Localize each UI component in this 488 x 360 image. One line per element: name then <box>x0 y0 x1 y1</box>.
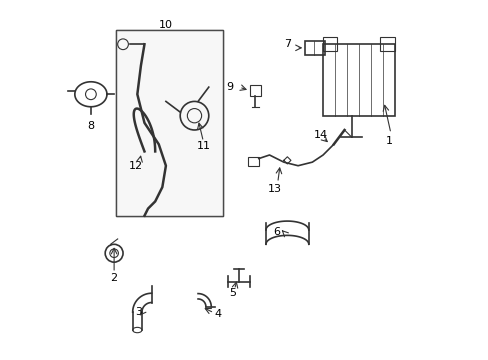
Text: 12: 12 <box>128 161 142 171</box>
Text: 13: 13 <box>267 184 281 194</box>
Bar <box>305 41 324 55</box>
Bar <box>116 30 223 216</box>
Text: 1: 1 <box>385 136 392 146</box>
Bar <box>249 85 260 96</box>
Bar <box>323 37 337 51</box>
Text: 14: 14 <box>314 130 328 140</box>
Text: 8: 8 <box>87 121 94 131</box>
Text: 11: 11 <box>196 141 210 151</box>
Bar <box>247 157 258 166</box>
Text: 4: 4 <box>214 309 221 319</box>
Text: 6: 6 <box>273 227 280 237</box>
Text: 10: 10 <box>159 19 173 30</box>
Bar <box>323 44 394 116</box>
Text: 3: 3 <box>135 307 142 317</box>
Text: 9: 9 <box>226 82 233 92</box>
Text: 2: 2 <box>110 273 118 283</box>
Text: 7: 7 <box>283 39 290 49</box>
Bar <box>380 37 394 51</box>
Text: 5: 5 <box>229 288 236 298</box>
Bar <box>116 30 223 216</box>
